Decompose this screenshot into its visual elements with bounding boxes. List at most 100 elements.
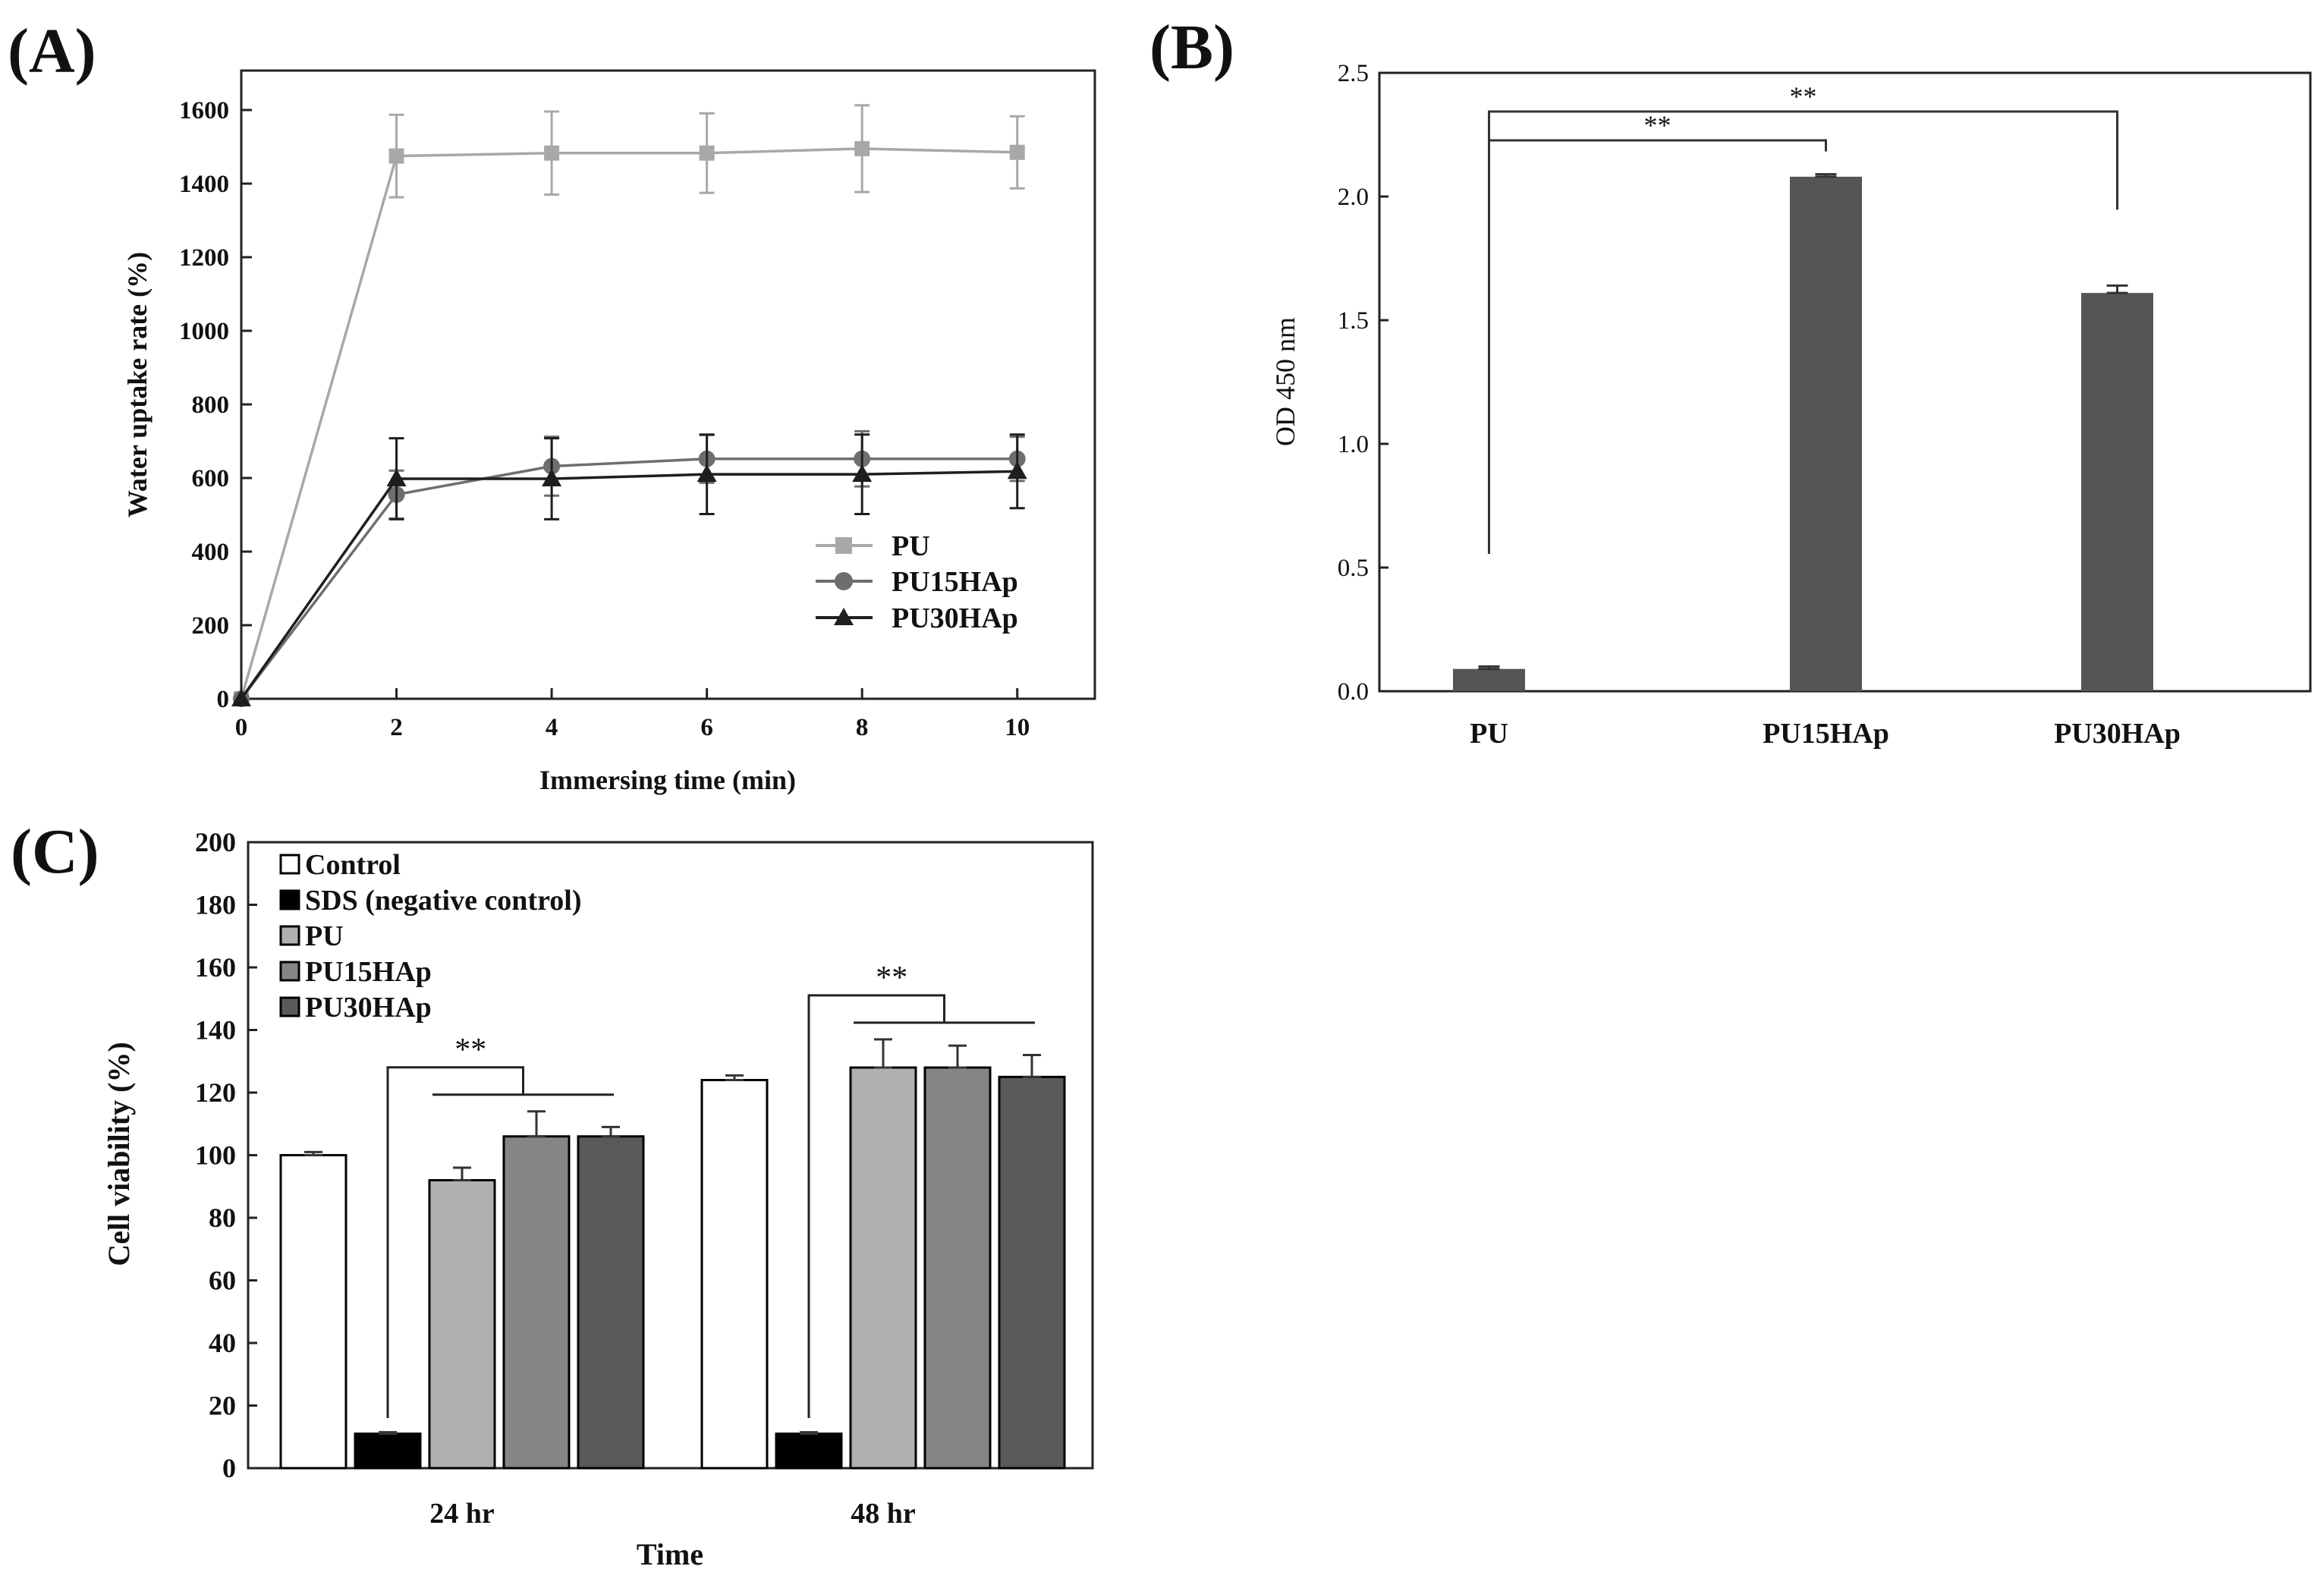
significance-bracket [807,994,945,1418]
y-tick-label: 180 [195,890,236,920]
legend-label-pu15hap: PU15HAp [892,566,1018,598]
bar-pu30hap [2081,293,2153,691]
significance-bracket [1488,139,1827,554]
panel-c-y-axis-title: Cell viability (%) [102,1042,136,1266]
panel-b-y-axis-title: OD 450 nm [1270,317,1300,446]
y-tick-label: 1000 [179,318,229,345]
bar-pu30hap [998,1075,1066,1470]
series-line-pu30hap [240,470,1017,700]
y-tick-label: 100 [195,1140,236,1171]
data-point-pu30hap [542,468,562,486]
bar-pu15hap [1790,176,1862,692]
panel-b-bars: ** ** [1453,81,2153,692]
data-point-pu30hap [852,464,873,483]
y-tick-label: 200 [192,612,230,640]
y-tick-label: 140 [195,1015,236,1046]
y-tick-label: 2.0 [1338,184,1369,211]
panel-c-x-axis-title: Time [637,1537,703,1571]
panel-a-water-uptake-chart: (A) 0 200 400 600 800 1000 1200 1400 1600 0 2 4 6 8 10… [8,16,1096,795]
panel-a-y-axis-title: Water uptake rate (%) [122,252,153,517]
y-tick-label: 60 [209,1266,236,1296]
panel-c-bars: ** ** [279,961,1066,1470]
y-tick-label: 1200 [179,244,229,272]
panel-a-series [231,104,1027,707]
bar-sds [354,1432,422,1470]
legend-triangle-marker-icon [834,608,854,625]
panel-a-plot-frame [240,69,1096,700]
x-tick-label: PU30HAp [2054,718,2181,750]
legend-swatch-pu-icon [279,925,300,946]
significance-label: ** [1790,81,1817,112]
bar-pu30hap [577,1135,645,1470]
y-tick-label: 0.5 [1338,555,1369,582]
y-tick-label: 800 [192,392,230,419]
x-tick-label: 4 [546,714,558,741]
panel-c-cell-viability-chart: (C) 0 20 40 60 80 100 120 140 160 180 200 24 hr 48 h… [11,816,1094,1571]
data-point-pu [699,145,715,161]
panel-c-label: (C) [11,816,99,887]
y-tick-label: 20 [209,1391,236,1421]
y-tick-label: 0 [222,1453,236,1483]
legend-swatch-sds-icon [279,889,300,910]
data-point-pu30hap [1007,461,1027,480]
panel-b-label: (B) [1149,12,1234,83]
legend-label-sds: SDS (negative control) [305,885,582,917]
series-line-pu15hap [240,458,1017,700]
panel-a-axes: 0 200 400 600 800 1000 1200 1400 1600 0 2 4 6 8 10 [179,97,1030,741]
bar-pu [428,1179,496,1470]
bar-pu [1453,668,1525,691]
y-tick-label: 40 [209,1328,236,1358]
y-tick-label: 0 [217,686,230,713]
y-tick-label: 1400 [179,171,229,198]
y-tick-label: 600 [192,465,230,492]
y-tick-label: 400 [192,539,230,566]
legend-swatch-pu30hap-icon [279,996,300,1017]
panel-c-axes: 0 20 40 60 80 100 120 140 160 180 200 24 hr 48 hr [195,827,916,1530]
panel-a-x-axis-title: Immersing time (min) [539,765,796,795]
x-tick-label: 10 [1005,714,1030,741]
panel-a-label: (A) [8,16,96,86]
data-point-pu [388,148,404,164]
data-point-pu30hap [231,689,251,706]
legend-swatch-pu15hap-icon [279,961,300,982]
y-tick-label: 1.5 [1338,307,1369,335]
panel-b-axes: 0.0 0.5 1.0 1.5 2.0 2.5 PU PU15HAp PU30HAp [1338,60,2181,750]
significance-label: ** [1644,110,1671,140]
significance-label: ** [876,961,907,995]
y-tick-label: 80 [209,1203,236,1233]
bar-control [279,1154,347,1470]
bar-pu [849,1066,917,1470]
x-tick-label: 0 [235,714,248,741]
y-tick-label: 0.0 [1338,678,1369,706]
legend-label-control: Control [305,849,401,881]
panel-b-od-chart: (B) 0.0 0.5 1.0 1.5 2.0 2.5 PU PU15HAp PU30HAp *… [1149,12,2312,750]
panel-c-legend: Control SDS (negative control) PU PU15HA… [279,849,582,1024]
y-tick-label: 2.5 [1338,60,1369,87]
significance-label: ** [454,1033,486,1068]
legend-label-pu30hap: PU30HAp [305,992,432,1024]
x-tick-label: 48 hr [851,1498,916,1530]
bar-pu15hap [502,1135,571,1470]
y-tick-label: 200 [195,827,236,857]
bar-sds [775,1432,843,1470]
data-point-pu [1009,144,1025,160]
y-tick-label: 1.0 [1338,431,1369,458]
y-tick-label: 120 [195,1077,236,1108]
x-tick-label: 8 [856,714,869,741]
data-point-pu30hap [386,468,407,486]
x-tick-label: PU15HAp [1763,718,1889,750]
legend-label-pu: PU [892,530,930,562]
panel-a-legend: PU PU15HAp PU30HAp [816,530,1018,634]
legend-label-pu: PU [305,920,344,952]
x-tick-label: 2 [390,714,403,741]
legend-square-marker-icon [835,537,852,554]
x-tick-label: 24 hr [429,1498,495,1530]
x-tick-label: 6 [700,714,713,741]
y-tick-label: 160 [195,952,236,983]
significance-bracket [386,1066,524,1418]
legend-circle-marker-icon [835,572,853,590]
significance-bracket [1488,110,2118,554]
data-point-pu30hap [697,464,717,483]
data-point-pu [854,140,870,156]
